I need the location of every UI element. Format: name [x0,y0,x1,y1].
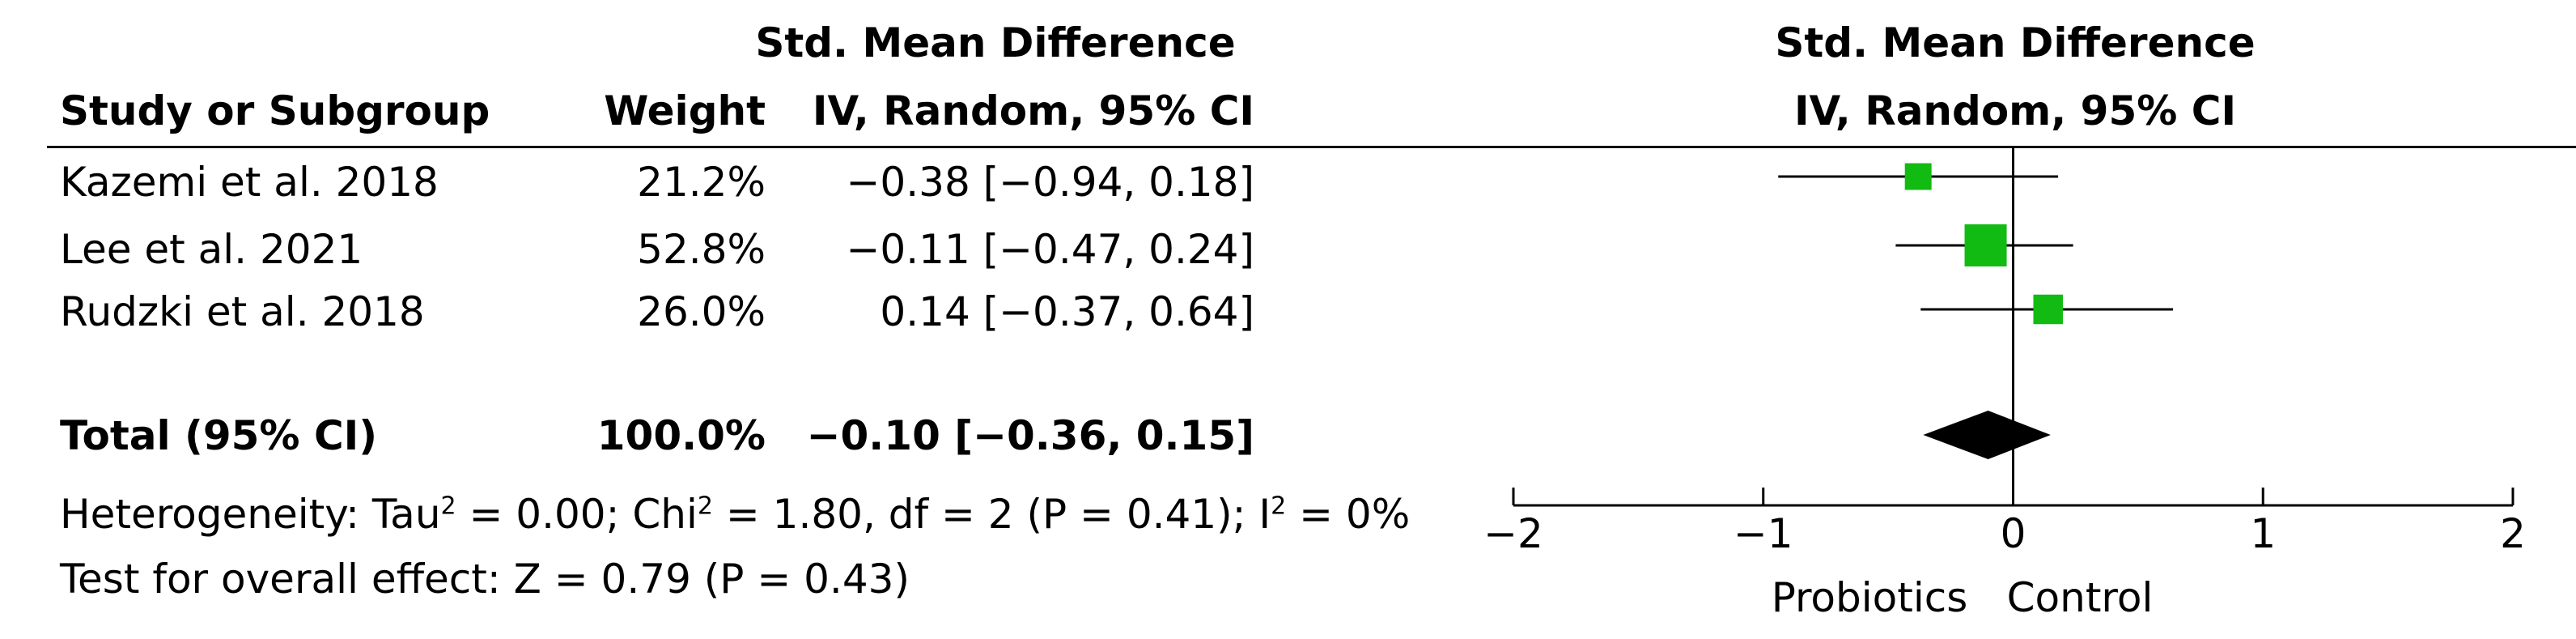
pooled-diamond [1923,411,2051,459]
i-value: = 0% [1286,491,1411,538]
study-name: Rudzki et al. 2018 [60,288,425,335]
axis-left-label: Probiotics [1771,574,1968,621]
x-tick-label: 1 [2250,510,2276,557]
chi-superscript: 2 [697,492,713,521]
tau-superscript: 2 [440,492,456,521]
group-title: Std. Mean Difference [755,19,1236,66]
total-ci: −0.10 [−0.36, 0.15] [806,412,1254,459]
study-ci: 0.14 [−0.37, 0.64] [880,288,1254,335]
method-column-header: IV, Random, 95% CI [812,87,1254,134]
study-weight: 21.2% [637,159,766,206]
x-tick-label: −2 [1483,510,1543,557]
x-tick-label: 2 [2500,510,2526,557]
plot-method: IV, Random, 95% CI [1793,87,2237,134]
total-label: Total (95% CI) [60,412,378,459]
study-marker [2033,294,2063,325]
study-name: Lee et al. 2021 [60,226,363,273]
study-column-header: Study or Subgroup [60,87,490,134]
study-weight: 26.0% [637,288,766,335]
weight-column-header: Weight [604,87,766,134]
header-rule [47,146,2576,148]
overall-effect-text: Test for overall effect: Z = 0.79 (P = 0… [60,556,910,603]
axis-right-label: Control [2006,574,2154,621]
plot-title: Std. Mean Difference [1775,19,2256,66]
heterogeneity-text: Heterogeneity: Tau2 = 0.00; Chi2 = 1.80,… [60,494,1410,535]
study-marker [1904,163,1932,190]
study-name: Kazemi et al. 2018 [60,159,439,206]
heterogeneity-prefix: Heterogeneity: Tau [60,491,441,538]
x-tick-label: 0 [2001,510,2026,557]
chi-value: = 1.80, df = 2 (P = 0.41); I [712,491,1271,538]
study-ci: −0.38 [−0.94, 0.18] [846,159,1254,206]
study-ci: −0.11 [−0.47, 0.24] [846,226,1254,273]
i-superscript: 2 [1271,492,1287,521]
x-tick-label: −1 [1734,510,1793,557]
study-marker [1964,224,2007,266]
study-weight: 52.8% [637,226,766,273]
tau-value: = 0.00; Chi [456,491,698,538]
total-weight: 100.0% [596,412,766,459]
